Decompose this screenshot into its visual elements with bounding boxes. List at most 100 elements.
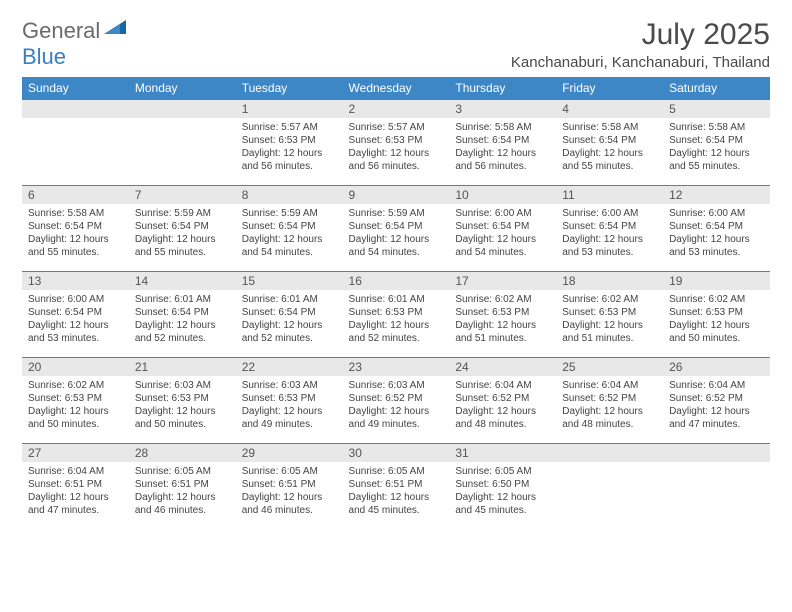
daylight-text: Daylight: 12 hours and 47 minutes. <box>28 492 109 516</box>
sunset-text: Sunset: 6:52 PM <box>562 393 636 404</box>
day-info: Sunrise: 5:59 AMSunset: 6:54 PMDaylight:… <box>236 204 343 265</box>
calendar-cell: 3Sunrise: 5:58 AMSunset: 6:54 PMDaylight… <box>449 100 556 186</box>
day-number: 18 <box>556 272 663 290</box>
logo-text: General Blue <box>22 18 126 70</box>
day-number: 4 <box>556 100 663 118</box>
day-number: 15 <box>236 272 343 290</box>
day-info: Sunrise: 6:01 AMSunset: 6:54 PMDaylight:… <box>129 290 236 351</box>
sunrise-text: Sunrise: 6:04 AM <box>669 380 745 391</box>
calendar-header-row: SundayMondayTuesdayWednesdayThursdayFrid… <box>22 77 770 100</box>
sunrise-text: Sunrise: 6:00 AM <box>455 208 531 219</box>
calendar-cell: 25Sunrise: 6:04 AMSunset: 6:52 PMDayligh… <box>556 358 663 444</box>
sunrise-text: Sunrise: 5:59 AM <box>242 208 318 219</box>
calendar-cell <box>663 444 770 530</box>
sunrise-text: Sunrise: 6:01 AM <box>242 294 318 305</box>
day-info: Sunrise: 5:59 AMSunset: 6:54 PMDaylight:… <box>343 204 450 265</box>
sun-info: Sunrise: 6:02 AMSunset: 6:53 PMDaylight:… <box>455 293 550 345</box>
calendar-cell: 10Sunrise: 6:00 AMSunset: 6:54 PMDayligh… <box>449 186 556 272</box>
day-info: Sunrise: 5:57 AMSunset: 6:53 PMDaylight:… <box>343 118 450 179</box>
day-number: 25 <box>556 358 663 376</box>
day-info: Sunrise: 6:03 AMSunset: 6:52 PMDaylight:… <box>343 376 450 437</box>
sun-info: Sunrise: 6:05 AMSunset: 6:51 PMDaylight:… <box>242 465 337 517</box>
sun-info: Sunrise: 6:04 AMSunset: 6:52 PMDaylight:… <box>669 379 764 431</box>
daylight-text: Daylight: 12 hours and 54 minutes. <box>349 234 430 258</box>
day-info: Sunrise: 6:05 AMSunset: 6:51 PMDaylight:… <box>129 462 236 523</box>
daylight-text: Daylight: 12 hours and 53 minutes. <box>669 234 750 258</box>
day-number: 20 <box>22 358 129 376</box>
daylight-text: Daylight: 12 hours and 56 minutes. <box>455 148 536 172</box>
sun-info: Sunrise: 6:01 AMSunset: 6:54 PMDaylight:… <box>242 293 337 345</box>
sunset-text: Sunset: 6:54 PM <box>135 307 209 318</box>
sun-info: Sunrise: 6:00 AMSunset: 6:54 PMDaylight:… <box>455 207 550 259</box>
calendar-cell <box>22 100 129 186</box>
day-header: Saturday <box>663 77 770 100</box>
daylight-text: Daylight: 12 hours and 55 minutes. <box>669 148 750 172</box>
day-header: Tuesday <box>236 77 343 100</box>
day-info: Sunrise: 6:03 AMSunset: 6:53 PMDaylight:… <box>129 376 236 437</box>
sunrise-text: Sunrise: 6:02 AM <box>455 294 531 305</box>
day-header: Thursday <box>449 77 556 100</box>
sunset-text: Sunset: 6:51 PM <box>242 479 316 490</box>
sun-info: Sunrise: 6:01 AMSunset: 6:53 PMDaylight:… <box>349 293 444 345</box>
sun-info: Sunrise: 6:04 AMSunset: 6:52 PMDaylight:… <box>455 379 550 431</box>
calendar-week-row: 20Sunrise: 6:02 AMSunset: 6:53 PMDayligh… <box>22 358 770 444</box>
daylight-text: Daylight: 12 hours and 55 minutes. <box>28 234 109 258</box>
calendar-cell: 18 Sunrise: 6:02 AMSunset: 6:53 PMDayligh… <box>556 272 663 358</box>
day-info: Sunrise: 6:01 AMSunset: 6:53 PMDaylight:… <box>343 290 450 351</box>
day-number <box>129 100 236 118</box>
sunrise-text: Sunrise: 6:01 AM <box>349 294 425 305</box>
sunset-text: Sunset: 6:54 PM <box>669 221 743 232</box>
sunset-text: Sunset: 6:51 PM <box>349 479 423 490</box>
calendar-cell: 5Sunrise: 5:58 AMSunset: 6:54 PMDaylight… <box>663 100 770 186</box>
sun-info: Sunrise: 5:58 AMSunset: 6:54 PMDaylight:… <box>455 121 550 173</box>
sunset-text: Sunset: 6:53 PM <box>28 393 102 404</box>
calendar-cell: 12Sunrise: 6:00 AMSunset: 6:54 PMDayligh… <box>663 186 770 272</box>
calendar-cell: 27Sunrise: 6:04 AMSunset: 6:51 PMDayligh… <box>22 444 129 530</box>
sunrise-text: Sunrise: 6:02 AM <box>669 294 745 305</box>
daylight-text: Daylight: 12 hours and 48 minutes. <box>562 406 643 430</box>
sunrise-text: Sunrise: 6:00 AM <box>669 208 745 219</box>
day-number <box>663 444 770 462</box>
daylight-text: Daylight: 12 hours and 50 minutes. <box>28 406 109 430</box>
day-number: 1 <box>236 100 343 118</box>
calendar-cell: 14Sunrise: 6:01 AMSunset: 6:54 PMDayligh… <box>129 272 236 358</box>
calendar-week-row: 13Sunrise: 6:00 AMSunset: 6:54 PMDayligh… <box>22 272 770 358</box>
day-number <box>22 100 129 118</box>
day-info: Sunrise: 6:04 AMSunset: 6:52 PMDaylight:… <box>556 376 663 437</box>
sun-info: Sunrise: 6:05 AMSunset: 6:50 PMDaylight:… <box>455 465 550 517</box>
day-info: Sunrise: 6:04 AMSunset: 6:52 PMDaylight:… <box>663 376 770 437</box>
calendar-cell: 7Sunrise: 5:59 AMSunset: 6:54 PMDaylight… <box>129 186 236 272</box>
day-number: 19 <box>663 272 770 290</box>
sun-info: Sunrise: 5:59 AMSunset: 6:54 PMDaylight:… <box>242 207 337 259</box>
calendar-cell: 17Sunrise: 6:02 AMSunset: 6:53 PMDayligh… <box>449 272 556 358</box>
day-number <box>556 444 663 462</box>
day-header: Monday <box>129 77 236 100</box>
day-header: Wednesday <box>343 77 450 100</box>
day-info: Sunrise: 6:00 AMSunset: 6:54 PMDaylight:… <box>449 204 556 265</box>
day-info: Sunrise: 6:03 AMSunset: 6:53 PMDaylight:… <box>236 376 343 437</box>
calendar-cell: 23Sunrise: 6:03 AMSunset: 6:52 PMDayligh… <box>343 358 450 444</box>
sunrise-text: Sunrise: 6:01 AM <box>135 294 211 305</box>
sun-info: Sunrise: 6:00 AM Sunset: 6:54 PM Daylight:… <box>669 207 764 259</box>
calendar-cell: 24Sunrise: 6:04 AMSunset: 6:52 PMDayligh… <box>449 358 556 444</box>
calendar-cell <box>556 444 663 530</box>
sunset-text: Sunset: 6:51 PM <box>135 479 209 490</box>
sun-info: Sunrise: 5:58 AMSunset: 6:54 PMDaylight:… <box>28 207 123 259</box>
day-info: Sunrise: 6:04 AMSunset: 6:52 PMDaylight:… <box>449 376 556 437</box>
daylight-text: Daylight: 12 hours and 50 minutes. <box>669 320 750 344</box>
day-number: 9 <box>343 186 450 204</box>
day-number: 23 <box>343 358 450 376</box>
sunset-text: Sunset: 6:54 PM <box>455 221 529 232</box>
sunrise-text: Sunrise: 6:05 AM <box>455 466 531 477</box>
calendar-cell <box>129 100 236 186</box>
sunrise-text: Sunrise: 6:00 AM <box>28 294 104 305</box>
daylight-text: Daylight: 12 hours and 51 minutes. <box>562 320 643 344</box>
day-info: Sunrise: 6:05 AMSunset: 6:51 PMDaylight:… <box>236 462 343 523</box>
sun-info: Sunrise: 6:02 AMSunset: 6:53 PMDaylight:… <box>562 293 657 345</box>
daylight-text: Daylight: 12 hours and 46 minutes. <box>135 492 216 516</box>
daylight-text: Daylight: 12 hours and 49 minutes. <box>349 406 430 430</box>
sunrise-text: Sunrise: 6:03 AM <box>135 380 211 391</box>
sunset-text: Sunset: 6:53 PM <box>135 393 209 404</box>
sun-info: Sunrise: 6:03 AMSunset: 6:53 PMDaylight:… <box>135 379 230 431</box>
sunrise-text: Sunrise: 5:57 AM <box>242 122 318 133</box>
